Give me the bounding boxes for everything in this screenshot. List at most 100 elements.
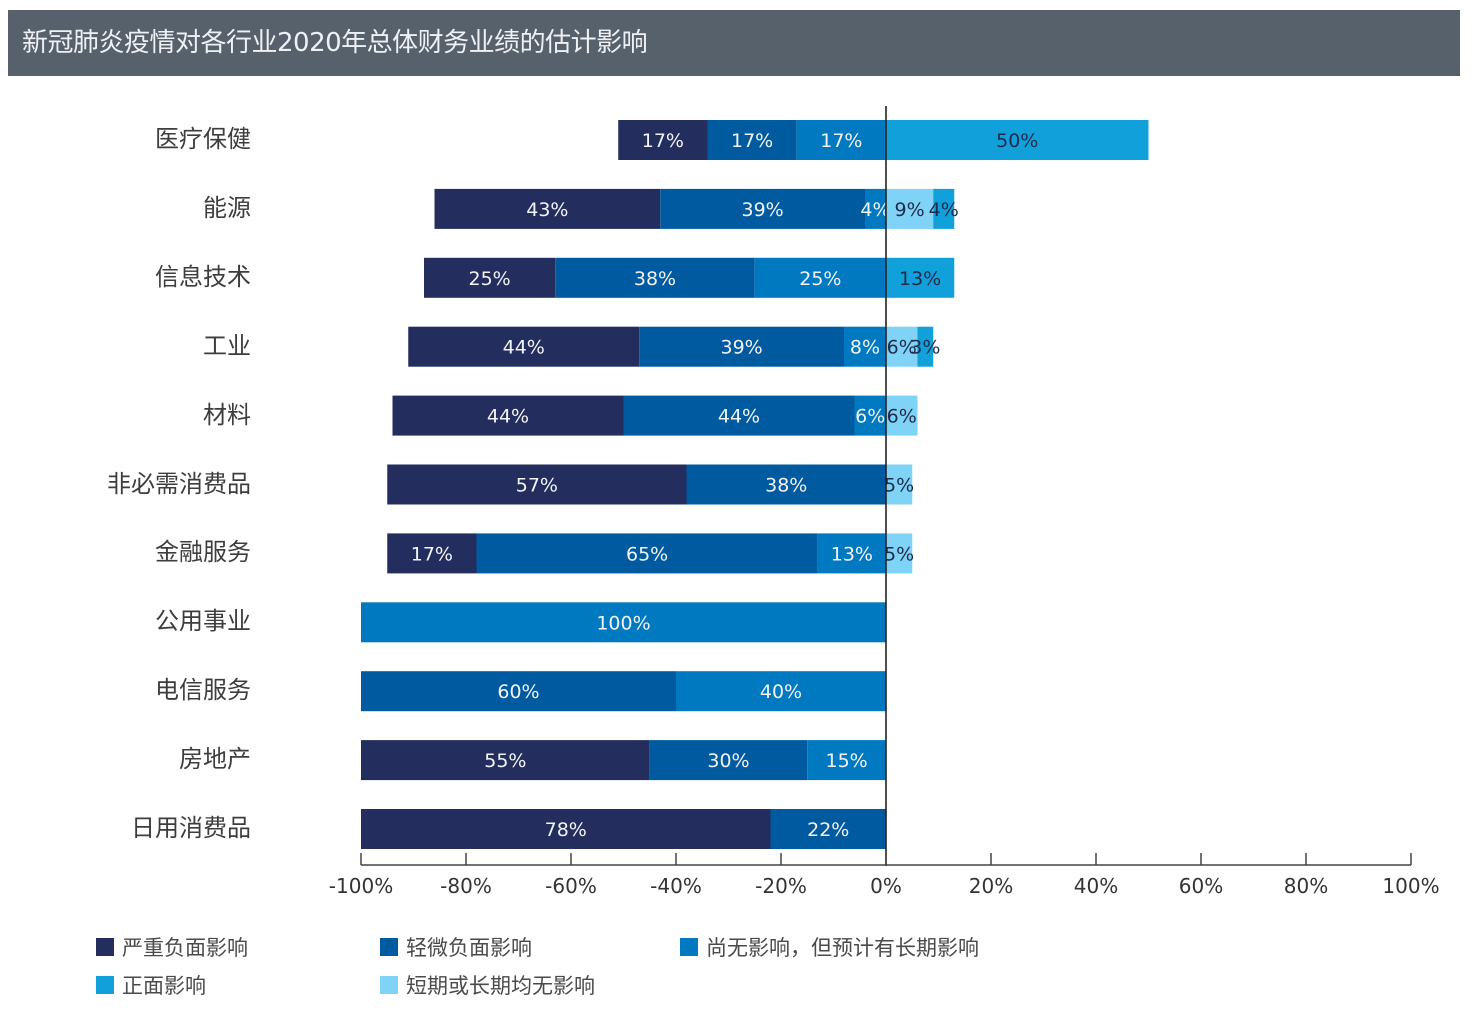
category-label: 日用消费品 <box>131 814 251 842</box>
legend-label-positive: 正面影响 <box>122 974 206 998</box>
x-tick-label: -20% <box>755 874 807 898</box>
data-label: 50% <box>996 130 1038 152</box>
bar-segment-slight <box>707 120 797 160</box>
data-label: 5% <box>884 475 914 497</box>
category-label: 材料 <box>203 400 251 429</box>
data-label: 17% <box>411 543 453 565</box>
data-label: 44% <box>718 406 760 428</box>
data-label: 38% <box>634 268 676 290</box>
bar-segment-notyet <box>807 740 886 781</box>
bar-segment-severe <box>392 395 624 436</box>
data-label: 65% <box>626 543 668 565</box>
data-label: 25% <box>799 268 841 290</box>
data-label: 78% <box>545 819 587 841</box>
bar-segment-positive <box>933 188 955 229</box>
bar-segment-notyet <box>676 671 886 712</box>
data-label: 30% <box>707 750 749 772</box>
legend-item-none: 短期或长期均无影响 <box>380 970 595 1000</box>
data-label: 8% <box>850 337 880 359</box>
bar-segment-slight <box>555 257 755 298</box>
bar-segment-slight <box>770 809 886 849</box>
bar-segment-notyet <box>817 533 886 574</box>
bar-segment-notyet <box>844 326 886 367</box>
legend-swatch-severe <box>96 938 114 956</box>
category-label: 能源 <box>203 193 251 222</box>
x-tick-label: -40% <box>650 874 702 898</box>
bar-segment-notyet <box>865 188 886 229</box>
bar-segment-severe <box>387 464 687 505</box>
legend-item-notyet: 尚无影响，但预计有长期影响 <box>680 932 979 962</box>
category-label: 医疗保健 <box>155 125 251 153</box>
legend-item-positive: 正面影响 <box>96 970 206 1000</box>
data-label: 6% <box>887 406 917 428</box>
bar-segment-none <box>886 533 913 574</box>
data-label: 15% <box>826 750 868 772</box>
bar-segment-severe <box>361 740 650 781</box>
category-label: 金融服务 <box>155 538 251 567</box>
x-tick-label: 100% <box>1382 874 1439 898</box>
bar-segment-positive <box>886 120 1149 160</box>
bar-segment-none <box>886 326 918 367</box>
legend-item-slight: 轻微负面影响 <box>380 932 532 962</box>
bar-segment-slight <box>476 533 818 574</box>
x-tick-label: -100% <box>329 874 393 898</box>
legend-item-severe: 严重负面影响 <box>96 932 248 962</box>
data-label: 55% <box>484 750 526 772</box>
bars-group: 17% 17% 17% 50% 43% 39% 4% 9% 4% 25% 38% 25% 13% 44% 3… <box>361 120 1149 849</box>
bar-segment-positive <box>917 326 934 367</box>
data-label: 25% <box>469 268 511 290</box>
bar-segment-severe <box>424 257 556 298</box>
data-label: 17% <box>820 130 862 152</box>
bar-segment-notyet <box>854 395 886 436</box>
x-tick-label: -60% <box>545 874 597 898</box>
bar-segment-severe <box>618 120 708 160</box>
data-label: 100% <box>596 612 650 634</box>
data-label: 39% <box>742 199 784 221</box>
legend-label-notyet: 尚无影响，但预计有长期影响 <box>706 936 979 960</box>
legend-label-severe: 严重负面影响 <box>122 936 248 960</box>
data-label: 17% <box>642 130 684 152</box>
bar-segment-none <box>886 464 913 505</box>
bar-segment-notyet <box>796 120 886 160</box>
x-axis: -100% -80% -60% -40% -20% 0% 20% 40% 60% 80% 100% <box>329 106 1440 898</box>
bar-segment-notyet <box>361 602 886 643</box>
x-tick-label: 60% <box>1179 874 1223 898</box>
data-label: 3% <box>910 337 940 359</box>
category-label: 房地产 <box>179 745 251 774</box>
data-label: 57% <box>516 475 558 497</box>
data-label: 6% <box>887 337 917 359</box>
data-label: 13% <box>831 543 873 565</box>
category-label: 公用事业 <box>155 607 251 636</box>
data-label: 60% <box>497 681 539 703</box>
x-tick-label: 20% <box>969 874 1013 898</box>
bar-segment-slight <box>639 326 844 367</box>
bar-segment-severe <box>361 809 771 849</box>
data-label: 44% <box>503 337 545 359</box>
category-label: 电信服务 <box>155 676 251 705</box>
data-label: 43% <box>526 199 568 221</box>
chart-title: 新冠肺炎疫情对各行业2020年总体财务业绩的估计影响 <box>22 28 648 58</box>
legend-swatch-notyet <box>680 938 698 956</box>
legend-swatch-positive <box>96 976 114 994</box>
legend-label-slight: 轻微负面影响 <box>406 936 532 960</box>
bar-segment-severe <box>434 188 661 229</box>
data-label: 40% <box>760 681 802 703</box>
bar-segment-slight <box>660 188 865 229</box>
x-tick-label: 80% <box>1284 874 1328 898</box>
bar-segment-slight <box>361 671 676 712</box>
data-label: 9% <box>895 199 925 221</box>
bar-segment-positive <box>886 257 955 298</box>
data-label: 6% <box>855 406 885 428</box>
data-label: 13% <box>899 268 941 290</box>
data-label: 38% <box>765 475 807 497</box>
category-label: 非必需消费品 <box>107 469 251 498</box>
legend-label-none: 短期或长期均无影响 <box>406 974 595 998</box>
x-tick-label: 0% <box>870 874 902 898</box>
bar-segment-slight <box>649 740 808 781</box>
title-bar: 新冠肺炎疫情对各行业2020年总体财务业绩的估计影响 <box>8 10 1460 76</box>
bar-segment-slight <box>686 464 886 505</box>
x-tick-label: 40% <box>1074 874 1118 898</box>
data-label: 44% <box>487 406 529 428</box>
bar-segment-notyet <box>754 257 886 298</box>
x-tick-label: -80% <box>440 874 492 898</box>
